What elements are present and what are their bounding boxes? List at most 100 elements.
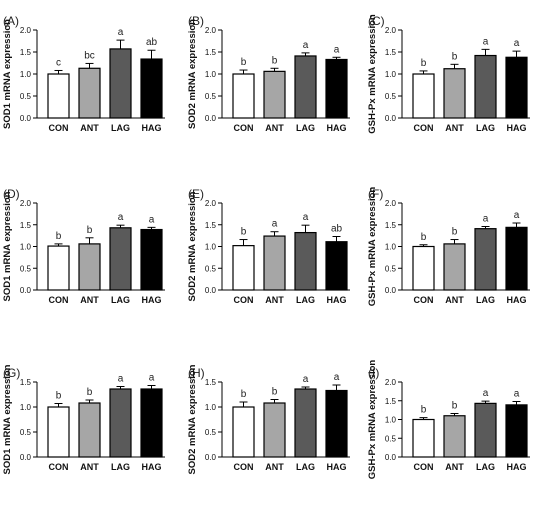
panel-2-bar-lag — [474, 54, 497, 119]
panel-1-ytick-label-0: 0.0 — [205, 114, 217, 123]
panel-5-ytick-label-4: 2.0 — [385, 199, 397, 208]
panel-4-xtick-label-3: HAG — [327, 295, 347, 305]
panel-8-xtick-label-3: HAG — [507, 462, 527, 472]
panel-7-ytick-label-0: 0.0 — [205, 453, 217, 462]
panel-3-sig-letter-1: b — [87, 225, 93, 236]
panel-5-sig-letter-2: a — [483, 213, 489, 224]
panel-1-sig-letter-3: a — [334, 44, 340, 55]
panel-2-sig-letter-2: a — [483, 36, 489, 47]
panel-6-bar-hag — [140, 388, 163, 458]
panel-1-xtick-label-2: LAG — [296, 123, 315, 133]
panel-6-bar-lag — [109, 388, 132, 458]
panel-2-bar-con — [412, 73, 435, 119]
panel-6-ytick-label-0: 0.0 — [20, 453, 32, 462]
panel-8-panel-label: (I) — [368, 366, 379, 380]
panel-2-bar-ant — [443, 68, 466, 119]
panel-2-panel-label: (C) — [368, 14, 385, 28]
panel-3-bar-hag — [140, 228, 163, 291]
panel-2-ytick-label-3: 1.5 — [385, 48, 397, 57]
panel-2-xtick-label-0: CON — [414, 123, 434, 133]
panel-3-sig-letter-0: b — [56, 231, 62, 242]
panel-5-xtick-label-1: ANT — [445, 295, 464, 305]
panel-3-ytick-label-4: 2.0 — [20, 199, 32, 208]
panel-8-bar-con — [412, 418, 435, 458]
panel-2-sig-letter-0: b — [421, 58, 427, 69]
panel-2-ytick-label-0: 0.0 — [385, 114, 397, 123]
panel-3-bar-con — [47, 245, 70, 291]
panel-0-sig-letter-3: ab — [146, 37, 158, 48]
panel-5-xtick-label-2: LAG — [476, 295, 495, 305]
panel-2-xtick-label-3: HAG — [507, 123, 527, 133]
panel-1-panel-label: (B) — [188, 14, 204, 28]
panel-0-ylabel: SOD1 mRNA expression — [2, 19, 13, 129]
panel-0-xtick-label-2: LAG — [111, 123, 130, 133]
panel-2-bar-hag — [505, 56, 528, 119]
panel-5-xtick-label-0: CON — [414, 295, 434, 305]
panel-2-sig-letter-3: a — [514, 38, 520, 49]
panel-5-ytick-label-1: 0.5 — [385, 264, 397, 273]
panel-5-sig-letter-1: b — [452, 227, 458, 238]
panel-1-xtick-label-0: CON — [234, 123, 254, 133]
panel-0-ytick-label-3: 1.5 — [20, 48, 32, 57]
panel-0-xtick-label-1: ANT — [80, 123, 99, 133]
panel-8-xtick-label-0: CON — [414, 462, 434, 472]
panel-7-bar-ant — [263, 402, 286, 458]
panel-6-xtick-label-2: LAG — [111, 462, 130, 472]
panel-3-ytick-label-1: 0.5 — [20, 264, 32, 273]
panel-5-sig-letter-0: b — [421, 232, 427, 243]
panel-3-ytick-label-0: 0.0 — [20, 286, 32, 295]
panel-2-xtick-label-2: LAG — [476, 123, 495, 133]
panel-3-bar-ant — [78, 243, 101, 291]
panel-8-ytick-label-0: 0.0 — [385, 453, 397, 462]
panel-6-sig-letter-2: a — [118, 374, 124, 385]
panel-7-xtick-label-1: ANT — [265, 462, 284, 472]
panel-5-bar-ant — [443, 243, 466, 291]
panel-5-panel-label: (F) — [368, 187, 383, 201]
panel-4-sig-letter-3: ab — [331, 223, 343, 234]
panel-0-bar-hag — [140, 58, 163, 119]
panel-3-panel-label: (D) — [3, 187, 20, 201]
panel-4-bar-lag — [294, 231, 317, 291]
panel-8-xtick-label-1: ANT — [445, 462, 464, 472]
panel-6-sig-letter-1: b — [87, 387, 93, 398]
panel-5-ylabel: GSH-Px mRNA expression — [367, 187, 378, 307]
panel-4-sig-letter-2: a — [303, 212, 309, 223]
panel-1-bar-lag — [294, 55, 317, 119]
panel-0-ytick-label-2: 1.0 — [20, 70, 32, 79]
panel-2-xtick-label-1: ANT — [445, 123, 464, 133]
panel-6-ytick-label-2: 1.0 — [20, 403, 32, 412]
panel-0-bar-lag — [109, 48, 132, 119]
panel-7-bar-con — [232, 406, 255, 458]
panel-8-xtick-label-2: LAG — [476, 462, 495, 472]
panel-6-bar-con — [47, 406, 70, 458]
panel-7-panel-label: (H) — [188, 366, 205, 380]
panel-8-sig-letter-3: a — [514, 389, 520, 400]
panel-4-xtick-label-0: CON — [234, 295, 254, 305]
panel-1-bar-hag — [325, 58, 348, 119]
panel-5-ytick-label-2: 1.0 — [385, 243, 397, 252]
panel-3-bar-lag — [109, 227, 132, 291]
panel-2-ytick-label-2: 1.0 — [385, 70, 397, 79]
panel-6-ylabel: SOD1 mRNA expression — [2, 364, 13, 474]
panel-6-bar-ant — [78, 402, 101, 458]
panel-0-bar-ant — [78, 67, 101, 119]
panel-1-xtick-label-3: HAG — [327, 123, 347, 133]
panel-4-sig-letter-0: b — [241, 227, 247, 238]
panel-8-ytick-label-3: 1.5 — [385, 397, 397, 406]
panel-7-ytick-label-1: 0.5 — [205, 428, 217, 437]
panel-1-ytick-label-3: 1.5 — [205, 48, 217, 57]
panel-5-bar-lag — [474, 228, 497, 291]
panel-7-sig-letter-3: a — [334, 372, 340, 383]
panel-7-ytick-label-3: 1.5 — [205, 378, 217, 387]
panel-7-bar-lag — [294, 388, 317, 458]
panel-7-xtick-label-0: CON — [234, 462, 254, 472]
panel-5-ytick-label-0: 0.0 — [385, 286, 397, 295]
panel-8-sig-letter-0: b — [421, 405, 427, 416]
panel-0-xtick-label-3: HAG — [142, 123, 162, 133]
panel-3-xtick-label-1: ANT — [80, 295, 99, 305]
panel-0-sig-letter-2: a — [118, 27, 124, 38]
panel-4-bar-ant — [263, 235, 286, 291]
panel-4-ytick-label-1: 0.5 — [205, 264, 217, 273]
panel-8-bar-lag — [474, 402, 497, 458]
